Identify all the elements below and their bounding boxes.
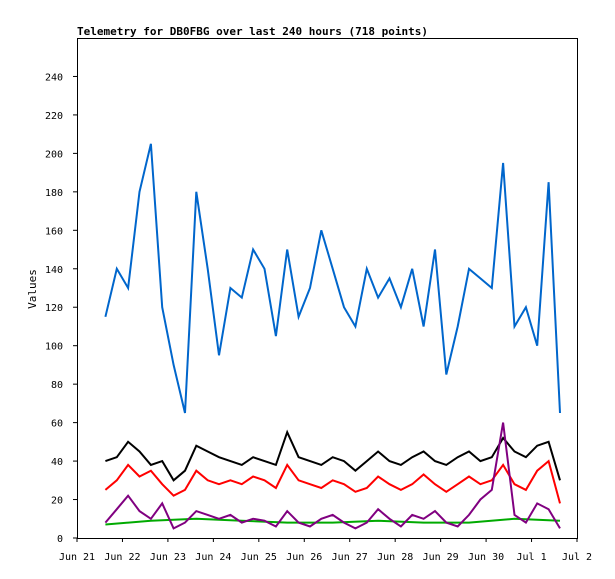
x-tick-label: Jun 30 xyxy=(468,552,504,563)
x-tick-label: Jun 29 xyxy=(423,552,459,563)
y-tick-label: 200 xyxy=(45,149,63,160)
plot-area xyxy=(77,38,578,539)
series-line-1 xyxy=(104,143,561,414)
series-line-3 xyxy=(104,459,561,504)
series-line-4 xyxy=(105,517,561,526)
y-tick-label: 160 xyxy=(45,226,63,237)
y-tick-label: 140 xyxy=(45,265,63,276)
y-tick-label: 180 xyxy=(45,188,63,199)
x-tick-label: Jun 25 xyxy=(241,552,277,563)
y-tick-label: 120 xyxy=(45,303,63,314)
x-tick-label: Jun 27 xyxy=(332,552,368,563)
series-line-5 xyxy=(104,422,561,530)
x-axis: Jun 21 Jun 22 Jun 23 Jun 24 Jun 25 Jun 26 Jun … xyxy=(59,538,592,563)
y-tick-label: 40 xyxy=(51,457,63,468)
y-tick-label: 240 xyxy=(45,72,63,83)
y-axis: 0 20 40 60 80 100 120 140 160 180 200 220 240 xyxy=(45,72,77,545)
x-tick-label: Jun 28 xyxy=(377,552,413,563)
series-layer xyxy=(104,143,561,530)
y-tick-label: 220 xyxy=(45,111,63,122)
x-tick-label: Jun 22 xyxy=(104,552,140,563)
chart-title: Telemetry for DB0FBG over last 240 hours… xyxy=(77,25,428,38)
x-tick-label: Jul 1 xyxy=(516,552,546,563)
y-tick-label: 100 xyxy=(45,342,63,353)
x-tick-label: Jun 24 xyxy=(195,552,231,563)
y-axis-label: Values xyxy=(26,269,39,309)
y-tick-label: 0 xyxy=(57,534,63,545)
series-line-2 xyxy=(105,429,561,482)
x-tick-label: Jun 21 xyxy=(59,552,95,563)
y-tick-label: 80 xyxy=(51,380,63,391)
x-tick-label: Jun 26 xyxy=(286,552,322,563)
x-tick-label: Jun 23 xyxy=(150,552,186,563)
y-tick-label: 60 xyxy=(51,419,63,430)
x-tick-label: Jul 2 xyxy=(562,552,592,563)
y-tick-label: 20 xyxy=(51,496,63,507)
